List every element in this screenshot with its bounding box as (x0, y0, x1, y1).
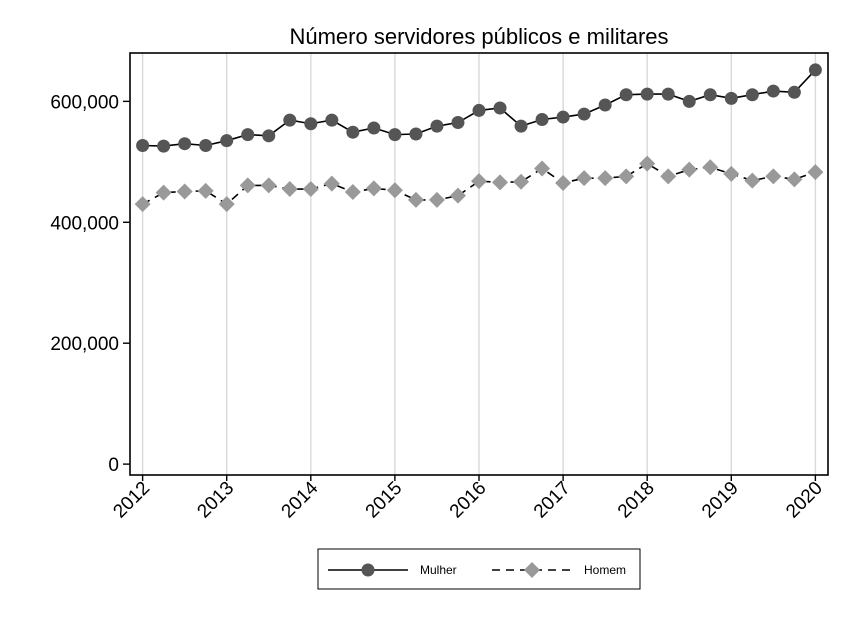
data-point-homem (534, 160, 551, 177)
data-point-mulher (367, 121, 381, 135)
data-point-mulher (136, 139, 150, 153)
data-point-mulher (640, 87, 654, 101)
data-point-mulher (388, 128, 402, 142)
data-point-homem (576, 170, 593, 187)
data-point-homem (260, 177, 277, 194)
legend-label-mulher: Mulher (420, 563, 457, 577)
data-point-homem (807, 164, 824, 181)
data-point-homem (239, 177, 256, 194)
data-point-mulher (262, 129, 276, 143)
data-point-mulher (787, 85, 801, 99)
data-point-mulher (661, 87, 675, 101)
data-point-mulher (745, 88, 759, 102)
data-point-mulher (598, 98, 612, 112)
data-point-homem (723, 165, 740, 182)
data-point-mulher (451, 116, 465, 130)
data-point-mulher (577, 107, 591, 121)
data-point-homem (407, 191, 424, 208)
y-tick-label: 200,000 (50, 334, 119, 355)
chart-title: Número servidores públicos e militares (289, 24, 668, 49)
legend-marker-homem (524, 562, 540, 578)
data-point-mulher (241, 128, 255, 142)
legend-label-homem: Homem (584, 563, 626, 577)
series-group (134, 63, 824, 213)
y-tick-label: 600,000 (50, 92, 119, 113)
data-point-homem (555, 174, 572, 191)
data-point-homem (786, 171, 803, 188)
data-point-homem (218, 196, 235, 213)
data-point-mulher (472, 103, 486, 117)
data-point-homem (155, 184, 172, 201)
data-point-homem (513, 173, 530, 190)
data-point-homem (197, 182, 214, 199)
data-point-homem (449, 187, 466, 204)
data-point-homem (471, 173, 487, 190)
data-point-mulher (325, 113, 339, 127)
data-point-homem (597, 170, 614, 187)
legend: Mulher Homem (317, 548, 641, 590)
data-point-homem (660, 168, 677, 185)
data-point-mulher (535, 113, 549, 127)
data-point-mulher (493, 101, 507, 115)
data-point-mulher (724, 91, 738, 105)
data-point-mulher (514, 119, 528, 133)
data-point-mulher (409, 127, 423, 141)
data-point-mulher (682, 94, 696, 108)
data-point-homem (765, 168, 782, 185)
legend-marker-mulher (361, 563, 375, 577)
data-point-mulher (808, 63, 822, 77)
data-point-mulher (703, 88, 717, 102)
data-point-homem (618, 168, 635, 185)
legend-box (317, 548, 641, 590)
data-point-homem (702, 159, 719, 176)
data-point-mulher (766, 84, 780, 98)
data-point-mulher (178, 137, 192, 151)
data-point-homem (386, 182, 403, 199)
data-point-homem (302, 181, 319, 198)
y-tick-label: 400,000 (50, 213, 119, 234)
data-point-mulher (619, 88, 633, 102)
data-point-homem (344, 184, 361, 201)
data-point-homem (681, 161, 698, 178)
data-point-homem (639, 155, 656, 172)
data-point-mulher (220, 134, 234, 148)
data-point-mulher (346, 125, 360, 139)
data-point-mulher (556, 110, 570, 124)
data-point-homem (492, 174, 509, 191)
data-point-mulher (283, 113, 297, 127)
data-point-homem (744, 172, 761, 189)
data-point-homem (323, 175, 340, 192)
data-point-mulher (199, 139, 213, 153)
data-point-homem (365, 180, 382, 197)
data-point-homem (428, 191, 445, 208)
data-point-mulher (157, 139, 171, 153)
data-point-homem (281, 181, 298, 198)
data-point-homem (176, 183, 193, 200)
data-point-homem (134, 196, 151, 213)
y-tick-label: 0 (108, 455, 119, 476)
data-point-mulher (430, 119, 444, 133)
data-point-mulher (304, 117, 318, 131)
